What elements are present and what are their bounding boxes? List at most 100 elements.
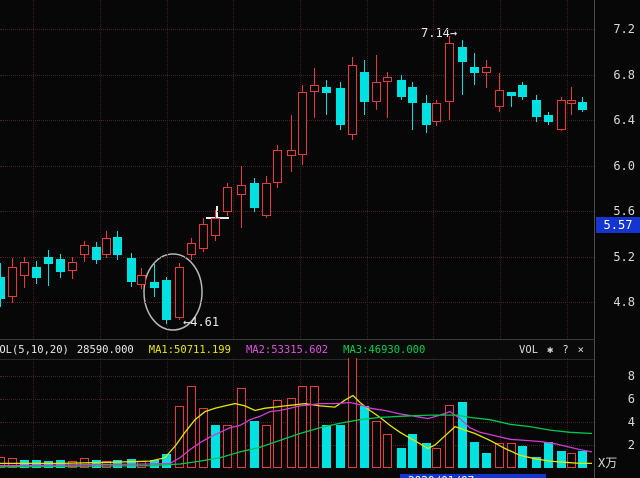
price-pane[interactable]: 7.14→ ←4.61	[0, 0, 594, 339]
price-tick-label: 4.8	[613, 295, 635, 309]
volume-bar	[287, 397, 296, 468]
volume-bar	[397, 448, 406, 468]
volume-bar	[250, 420, 259, 468]
volume-bar	[298, 386, 307, 468]
time-gridline	[167, 358, 168, 470]
time-gridline	[433, 0, 434, 339]
volume-bar	[20, 459, 29, 468]
candle-body	[458, 47, 467, 62]
candle-body	[432, 102, 441, 123]
volume-bar	[567, 453, 576, 468]
volume-bar	[507, 442, 516, 468]
price-tick-label: 6.4	[613, 113, 635, 127]
volume-bar	[544, 441, 553, 468]
time-gridline	[367, 0, 368, 339]
crosshair-price-badge: 5.57	[596, 217, 640, 233]
candle-body	[310, 84, 319, 92]
candle-body	[150, 281, 159, 289]
candle-body	[56, 258, 65, 273]
volume-bar	[482, 453, 491, 468]
volume-bar	[383, 433, 392, 468]
volume-bar	[273, 400, 282, 468]
price-gridline	[0, 165, 594, 167]
candle-body	[287, 149, 296, 157]
candle-body	[199, 223, 208, 249]
volume-pane[interactable]	[0, 358, 594, 471]
candle-body	[92, 247, 101, 260]
vol-panel-label: VOL	[519, 343, 539, 356]
volume-header: VOL(5,10,20) 28590.000 MA1:50711.199 MA2…	[0, 339, 594, 360]
candle-body	[445, 42, 454, 102]
candle-body	[532, 99, 541, 117]
candle-wick	[314, 67, 315, 118]
price-gridline	[0, 256, 594, 258]
volume-bar	[372, 420, 381, 468]
volume-bar	[518, 446, 527, 468]
candle-body	[20, 262, 29, 276]
volume-bar	[432, 448, 441, 468]
volume-bar	[211, 425, 220, 468]
volume-ma-lines	[0, 394, 593, 468]
candle-body	[495, 90, 504, 108]
price-tick-label: 7.2	[613, 22, 635, 36]
volume-bar	[237, 387, 246, 468]
candle-wick	[387, 72, 388, 118]
settings-gear-icon[interactable]: ✱	[547, 343, 554, 356]
candle-body	[470, 66, 479, 74]
candle-body	[383, 76, 392, 83]
candle-body	[372, 82, 381, 102]
volume-gridline	[0, 399, 594, 400]
volume-bar	[557, 450, 566, 468]
close-icon[interactable]: ×	[577, 343, 584, 356]
candle-body	[113, 237, 122, 256]
help-icon[interactable]: ?	[562, 343, 569, 356]
volume-gridline	[0, 376, 594, 377]
candle-wick	[412, 82, 413, 131]
volume-bar	[322, 425, 331, 468]
volume-tick-label: 6	[627, 392, 635, 406]
candle-body	[422, 102, 431, 125]
volume-gridline	[0, 445, 594, 446]
volume-bar	[137, 461, 146, 468]
volume-bar	[0, 456, 5, 468]
bottom-strip	[0, 470, 594, 478]
volume-bar	[32, 459, 41, 468]
candle-body	[187, 242, 196, 256]
candle-body	[507, 91, 516, 97]
volume-bar	[113, 459, 122, 468]
candle-body	[578, 101, 587, 110]
volume-bar	[80, 457, 89, 468]
volume-unit-label: X万	[598, 456, 618, 470]
candle-wick	[511, 91, 512, 108]
candle-body	[544, 115, 553, 123]
volume-bar	[470, 441, 479, 468]
price-gridline	[0, 29, 594, 30]
volume-bar	[578, 450, 587, 468]
candle-body	[250, 182, 259, 208]
volume-bar	[68, 461, 77, 468]
candle-body	[322, 87, 331, 93]
volume-bar	[348, 358, 357, 468]
volume-bar	[102, 461, 111, 468]
candle-body	[567, 99, 576, 105]
time-gridline	[233, 358, 234, 470]
volume-bar	[187, 386, 196, 468]
price-tick-label: 6.8	[613, 67, 635, 82]
candle-wick	[291, 115, 292, 173]
time-gridline	[567, 0, 568, 339]
volume-bar	[175, 405, 184, 468]
candle-body	[360, 72, 369, 102]
volume-bar	[127, 458, 136, 468]
vol-ma3-value: MA3:46930.000	[343, 343, 426, 356]
time-gridline	[33, 0, 34, 339]
candle-body	[0, 276, 5, 299]
volume-bar	[199, 408, 208, 468]
volume-bar	[445, 404, 454, 468]
volume-bar	[360, 405, 369, 468]
volume-tick-label: 8	[627, 369, 635, 383]
candle-wick	[462, 40, 463, 95]
vol-ma2-value: MA2:53315.602	[245, 343, 329, 356]
candle-body	[518, 84, 527, 98]
volume-bar	[336, 425, 345, 468]
